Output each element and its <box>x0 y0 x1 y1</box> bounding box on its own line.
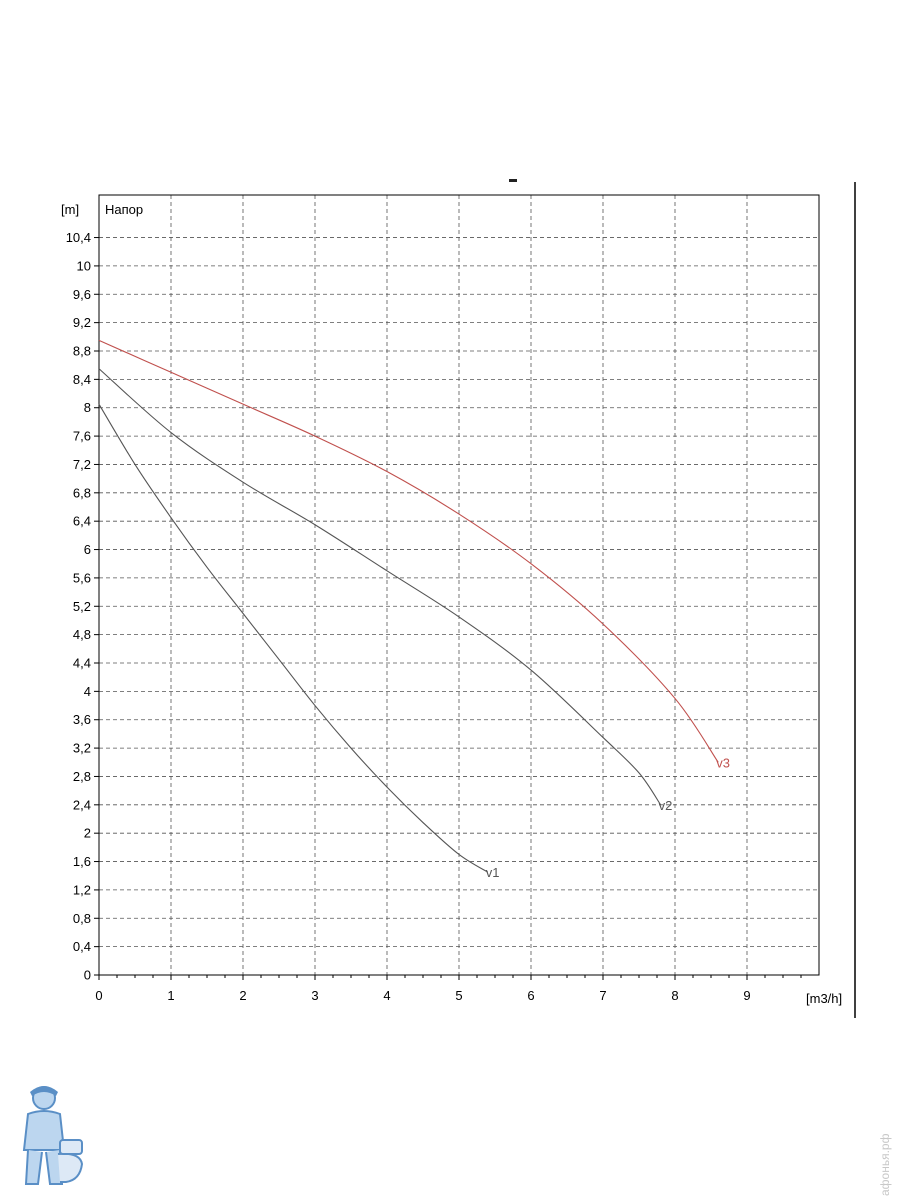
watermark: афонья.рф <box>878 1133 892 1196</box>
y-tick-label: 5,6 <box>73 570 91 585</box>
x-tick-label: 3 <box>311 988 318 1003</box>
curve-label-v3: v3 <box>716 755 730 770</box>
y-tick-label: 2,8 <box>73 769 91 784</box>
curves: v1 v2 v3 <box>98 339 730 880</box>
y-tick-label: 9,2 <box>73 315 91 330</box>
y-tick-label: 10,4 <box>66 230 91 245</box>
y-tick-label: 7,2 <box>73 457 91 472</box>
x-tick-label: 5 <box>455 988 462 1003</box>
grid-lines <box>99 195 819 975</box>
y-tick-label: 9,6 <box>73 287 91 302</box>
x-axis-label: [m3/h] <box>806 991 842 1006</box>
curve-v3 <box>98 339 719 763</box>
y-tick-label: 3,2 <box>73 741 91 756</box>
y-tick-label: 8 <box>84 400 91 415</box>
y-tick-label: 1,2 <box>73 882 91 897</box>
y-axis-label: [m] <box>61 202 79 217</box>
x-tick-label: 1 <box>167 988 174 1003</box>
x-tick-label: 7 <box>599 988 606 1003</box>
y-tick-label: 5,2 <box>73 599 91 614</box>
y-tick-label: 4,8 <box>73 627 91 642</box>
y-tick-label: 0 <box>84 968 91 983</box>
x-tick-label: 2 <box>239 988 246 1003</box>
top-artifact <box>509 179 517 182</box>
y-tick-label: 2,4 <box>73 797 91 812</box>
x-axis-ticks: 0 1 2 3 4 5 6 7 8 9 <box>95 975 802 1003</box>
y-tick-label: 6 <box>84 542 91 557</box>
series-title: Напор <box>105 202 143 217</box>
y-tick-label: 6,4 <box>73 514 91 529</box>
curve-v2 <box>98 368 662 806</box>
x-tick-label: 6 <box>527 988 534 1003</box>
y-tick-label: 0,4 <box>73 939 91 954</box>
y-tick-label: 7,6 <box>73 429 91 444</box>
x-tick-label: 8 <box>671 988 678 1003</box>
curve-label-v1: v1 <box>486 865 500 880</box>
y-tick-label: 6,8 <box>73 485 91 500</box>
y-tick-label: 2 <box>84 826 91 841</box>
y-tick-label: 4,4 <box>73 656 91 671</box>
y-tick-label: 3,6 <box>73 712 91 727</box>
y-tick-label: 4 <box>84 684 91 699</box>
watermark-text: афонья.рф <box>878 1133 892 1196</box>
plumber-mascot-icon <box>22 1086 84 1185</box>
x-tick-label: 0 <box>95 988 102 1003</box>
x-tick-label: 4 <box>383 988 390 1003</box>
y-tick-label: 0,8 <box>73 911 91 926</box>
y-tick-label: 10 <box>77 258 91 273</box>
y-tick-label: 8,8 <box>73 344 91 359</box>
y-tick-label: 8,4 <box>73 372 91 387</box>
y-axis-ticks: 0 0,4 0,8 1,2 1,6 2 2,4 2,8 3,2 3,6 4 4,4 4,8 5,2 5,6 6… <box>66 230 99 983</box>
y-tick-label: 1,6 <box>73 854 91 869</box>
curve-v1 <box>98 403 489 873</box>
x-tick-label: 9 <box>743 988 750 1003</box>
curve-label-v2: v2 <box>659 798 673 813</box>
